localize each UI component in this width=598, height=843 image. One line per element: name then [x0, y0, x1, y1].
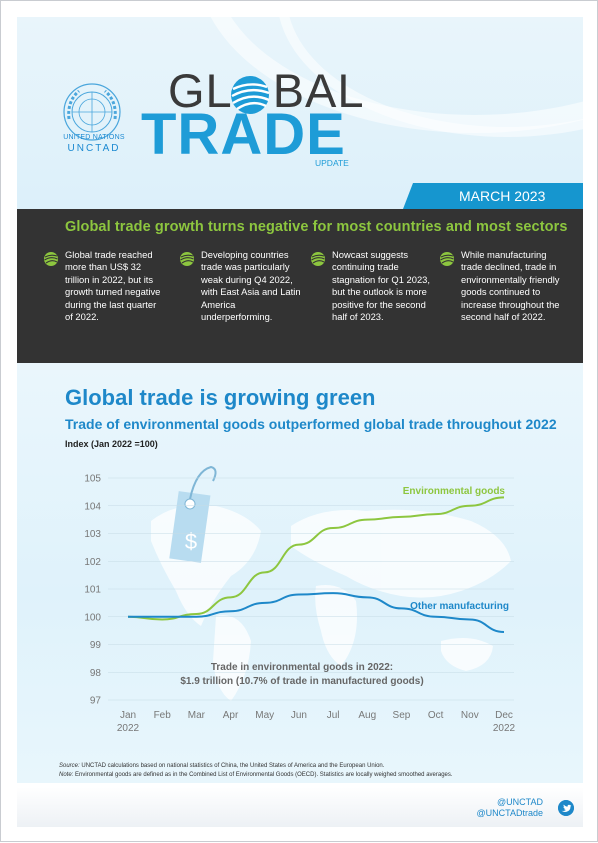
title-global-part2: BAL: [272, 64, 365, 117]
tag-symbol: $: [185, 529, 197, 554]
y-tick-label: 104: [84, 501, 101, 512]
x-tick-label: Feb: [154, 710, 172, 721]
twitter-handle-unctadtrade[interactable]: @UNCTADtrade: [476, 808, 543, 818]
source-label: Source:: [59, 763, 80, 769]
x-tick-label: Nov: [461, 710, 479, 721]
note-label: Note:: [59, 772, 74, 778]
series-label-environmental-goods: Environmental goods: [403, 486, 506, 497]
x-tick-label: Jan: [120, 710, 136, 721]
unctad-label: UNCTAD: [67, 143, 121, 154]
chart-y-axis-label: Index (Jan 2022 =100): [65, 439, 158, 449]
y-tick-label: 102: [84, 557, 101, 568]
globe-bullet-icon: [440, 252, 454, 266]
x-tick-label: Jun: [291, 710, 307, 721]
x-tick-label: Aug: [358, 710, 376, 721]
twitter-handle-unctad[interactable]: @UNCTAD: [497, 797, 543, 807]
x-tick-label: Jul: [327, 710, 340, 721]
highlights-panel: Global trade growth turns negative for m…: [17, 209, 583, 363]
annotation-line2: $1.9 trillion (10.7% of trade in manufac…: [180, 676, 423, 687]
source-text: UNCTAD calculations based on national st…: [79, 763, 385, 769]
y-tick-label: 99: [90, 640, 102, 651]
y-tick-label: 100: [84, 612, 101, 623]
x-year-label-last: 2022: [493, 723, 516, 734]
globe-bullet-icon: [180, 252, 194, 266]
y-tick-label: 101: [84, 585, 101, 596]
x-tick-label: Oct: [428, 710, 444, 721]
twitter-icon[interactable]: [558, 800, 574, 816]
x-year-label-first: 2022: [117, 723, 140, 734]
x-tick-label: Dec: [495, 710, 513, 721]
source-note: Source: UNCTAD calculations based on nat…: [59, 762, 579, 771]
header-banner: [17, 17, 583, 209]
y-axis-ticks: 97 98 99 100 101 102 103 104 105: [84, 474, 101, 707]
y-tick-label: 97: [90, 696, 102, 707]
highlight-text: While manufacturing trade declined, trad…: [461, 249, 560, 323]
date-tab: MARCH 2023: [403, 183, 583, 209]
annotation-line1: Trade in environmental goods in 2022:: [211, 662, 393, 673]
note-text: Environmental goods are defined as in th…: [73, 772, 453, 778]
series-label-other-manufacturing: Other manufacturing: [410, 601, 509, 612]
globe-bullet-icon: [44, 252, 58, 266]
title-global-part1: GL: [168, 64, 233, 117]
chart-title: Global trade is growing green: [65, 385, 376, 410]
y-tick-label: 98: [90, 668, 102, 679]
series-line-other-manufacturing: [127, 592, 505, 634]
highlights-title: Global trade growth turns negative for m…: [65, 219, 568, 235]
y-tick-label: 105: [84, 474, 101, 485]
footer: @UNCTAD @UNCTADtrade: [17, 787, 583, 827]
globe-bullet-icon: [311, 252, 325, 266]
x-tick-label: Apr: [223, 710, 239, 721]
chart-subtitle: Trade of environmental goods outperforme…: [65, 416, 557, 432]
un-emblem-icon: [63, 83, 121, 141]
un-label: UNITED NATIONS: [63, 134, 125, 141]
title-global: GL BAL: [168, 67, 365, 114]
highlight-text: Developing countries trade was particula…: [201, 249, 301, 323]
highlight-text: Nowcast suggests continuing trade stagna…: [332, 249, 430, 323]
y-tick-label: 103: [84, 529, 101, 540]
highlight-text: Global trade reached more than US$ 32 tr…: [65, 249, 161, 323]
title-update: UPDATE: [315, 158, 349, 168]
x-tick-label: May: [255, 710, 274, 721]
chart-series: [127, 496, 505, 634]
series-line-environmental-goods: [127, 496, 505, 621]
definition-note: Note: Environmental goods are defined as…: [59, 771, 579, 780]
globe-icon: [231, 76, 270, 114]
x-tick-label: Mar: [188, 710, 206, 721]
chart-notes: Source: UNCTAD calculations based on nat…: [59, 762, 579, 780]
price-tag-icon: $: [169, 465, 217, 563]
title-trade: TRADE: [141, 102, 346, 167]
x-tick-label: Sep: [393, 710, 411, 721]
x-axis-ticks: Jan Feb Mar Apr May Jun Jul Aug Sep Oct Nov Dec 2022…: [117, 710, 516, 734]
